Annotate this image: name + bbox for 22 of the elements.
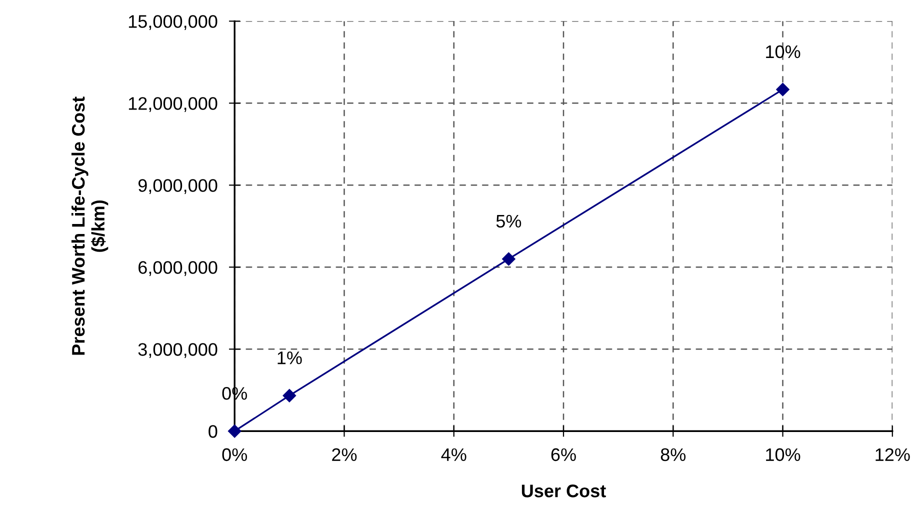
- y-tick-label: 15,000,000: [128, 15, 218, 30]
- point: [502, 252, 516, 266]
- annotation: 1%: [278, 352, 302, 364]
- x-tick-label: 0%: [222, 448, 248, 462]
- x-tick-label: 6%: [551, 448, 576, 462]
- x-tick-label: 4%: [441, 448, 466, 461]
- point: [282, 389, 296, 402]
- x-tick-label: 12%: [876, 448, 910, 461]
- x-axis-title: User Cost: [522, 484, 606, 498]
- point: [228, 424, 242, 438]
- x-tick-label: 2%: [332, 448, 357, 461]
- y-tick-label: 6,000,000: [138, 261, 218, 276]
- y-tick-label: 12,000,000: [128, 97, 218, 112]
- y-tick-label: 0: [208, 425, 218, 438]
- annotation: 5%: [496, 214, 522, 228]
- y-tick-label: 9,000,000: [138, 179, 218, 194]
- y-axis-title: Present Worth Life-Cycle Cost ($/km): [71, 96, 108, 355]
- annotation: 10%: [766, 45, 800, 58]
- x-tick-label: 8%: [660, 448, 686, 462]
- y-tick-label: 3,000,000: [138, 343, 218, 358]
- point: [776, 82, 790, 96]
- x-tick-label: 10%: [766, 448, 800, 462]
